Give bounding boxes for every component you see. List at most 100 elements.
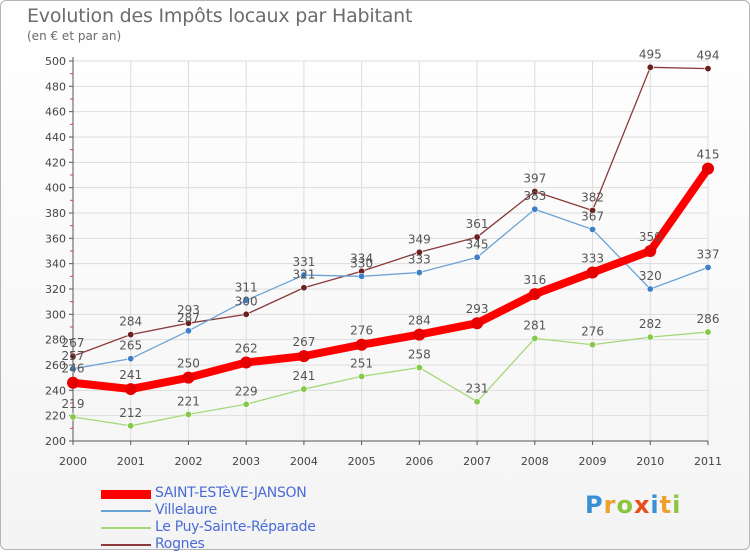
data-point [531, 334, 539, 342]
logo-letter: i [672, 491, 682, 519]
logo-letter: t [659, 491, 673, 519]
data-label: 265 [119, 339, 142, 353]
data-label: 241 [119, 368, 142, 382]
series-line [72, 208, 709, 370]
chart-subtitle: (en € et par an) [27, 29, 122, 43]
data-label: 276 [581, 325, 604, 339]
y-tick-label: 480 [45, 80, 66, 93]
data-label: 331 [292, 255, 315, 269]
data-point [297, 350, 310, 363]
data-point [589, 206, 597, 214]
data-point [589, 341, 597, 349]
legend-label-villelaure: Villelaure [155, 502, 217, 518]
data-label: 251 [350, 356, 373, 370]
x-tick-label: 2007 [463, 455, 491, 468]
x-tick-label: 2009 [579, 455, 607, 468]
data-label: 320 [639, 269, 662, 283]
data-label: 383 [523, 189, 546, 203]
data-label: 333 [408, 253, 431, 267]
data-point [124, 383, 137, 396]
data-label: 367 [581, 209, 604, 223]
x-tick-label: 2004 [290, 455, 318, 468]
data-point [300, 271, 308, 279]
x-tick-label: 2006 [405, 455, 433, 468]
y-tick-label: 260 [45, 359, 66, 372]
logo-letter: i [650, 491, 660, 519]
data-label: 250 [177, 357, 200, 371]
data-point [69, 413, 77, 421]
data-label: 293 [466, 302, 489, 316]
x-tick-label: 2010 [636, 455, 664, 468]
data-label: 382 [581, 190, 604, 204]
data-label: 334 [350, 251, 373, 265]
data-label: 361 [466, 217, 489, 231]
legend-swatch-saint-esteve-janson [101, 490, 151, 499]
x-tick-label: 2003 [232, 455, 260, 468]
data-point [184, 410, 192, 418]
data-point [415, 364, 423, 372]
data-point [242, 296, 250, 304]
data-point [704, 328, 712, 336]
data-label: 221 [177, 394, 200, 408]
y-tick-label: 440 [45, 131, 66, 144]
data-label: 282 [639, 317, 662, 331]
x-tick-label: 2001 [117, 455, 145, 468]
data-point [240, 356, 253, 369]
y-tick-label: 320 [45, 283, 66, 296]
data-point [473, 233, 481, 241]
legend-label-rognes: Rognes [155, 536, 205, 552]
data-point [528, 288, 541, 301]
data-point [355, 338, 368, 351]
data-point [127, 355, 135, 363]
data-point [300, 385, 308, 393]
data-label: 258 [408, 348, 431, 362]
logo-letter: P [585, 491, 604, 519]
data-point [702, 162, 714, 175]
data-label: 495 [639, 47, 662, 61]
data-label: 257 [62, 349, 85, 363]
data-label: 397 [523, 171, 546, 185]
y-tick-label: 460 [45, 106, 66, 119]
data-label: 229 [235, 384, 258, 398]
y-tick-label: 420 [45, 156, 66, 169]
logo-letter: r [603, 491, 617, 519]
series-line [72, 66, 709, 357]
data-label: 330 [350, 256, 373, 270]
data-point [69, 352, 77, 360]
data-point [644, 245, 657, 257]
data-label: 281 [523, 318, 546, 332]
series-line [72, 331, 709, 427]
y-tick-label: 300 [45, 308, 66, 321]
y-tick-label: 200 [45, 435, 66, 448]
data-point [300, 284, 308, 292]
data-label: 345 [466, 237, 489, 251]
data-label: 231 [466, 382, 489, 396]
data-point [531, 205, 539, 213]
x-tick-label: 2008 [521, 455, 549, 468]
data-point [646, 285, 654, 293]
data-point [415, 269, 423, 277]
x-tick-label: 2011 [694, 455, 722, 468]
data-label: 276 [350, 324, 373, 338]
data-label: 267 [62, 336, 85, 350]
data-point [589, 225, 597, 233]
y-tick-label: 340 [45, 258, 66, 271]
data-point [531, 187, 539, 195]
data-point [358, 272, 366, 280]
data-label: 262 [235, 341, 258, 355]
data-point [184, 327, 192, 335]
y-tick-label: 500 [45, 55, 66, 68]
data-point [67, 376, 79, 389]
x-tick-label: 2000 [59, 455, 87, 468]
data-point [415, 248, 423, 256]
logo-letter: x [633, 491, 651, 519]
data-label: 267 [292, 335, 315, 349]
series-line [69, 164, 712, 394]
y-tick-label: 380 [45, 207, 66, 220]
data-label: 337 [697, 247, 720, 261]
legend-label-le-puy-sainte-reparade: Le Puy-Sainte-Réparade [155, 519, 316, 535]
data-label: 287 [177, 311, 200, 325]
y-tick-label: 400 [45, 182, 66, 195]
